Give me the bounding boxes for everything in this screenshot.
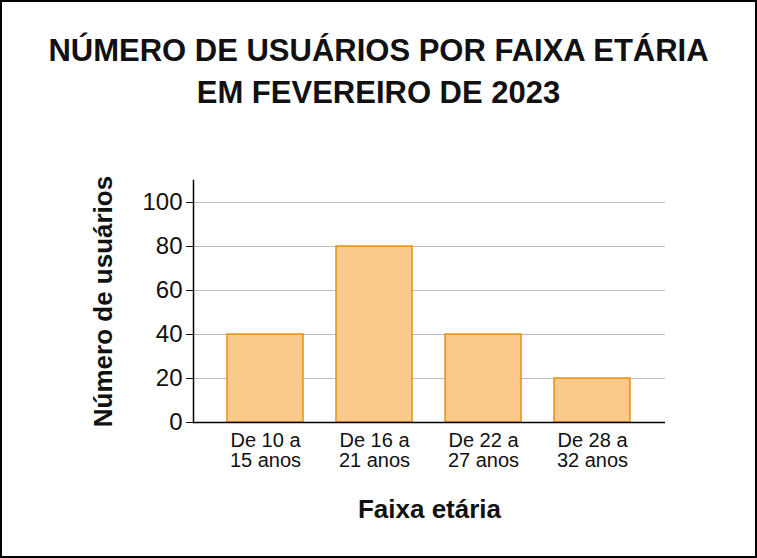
svg-text:De 16 a21 anos: De 16 a21 anos	[339, 429, 410, 471]
svg-text:De 22 a27 anos: De 22 a27 anos	[448, 429, 519, 471]
svg-text:De 28 a32 anos: De 28 a32 anos	[557, 429, 628, 471]
svg-text:100: 100	[142, 188, 182, 215]
svg-text:Número de usuários: Número de usuários	[88, 176, 118, 427]
svg-text:80: 80	[156, 232, 183, 259]
svg-text:De 10 a15 anos: De 10 a15 anos	[230, 429, 301, 471]
svg-text:40: 40	[156, 320, 183, 347]
svg-text:Faixa etária: Faixa etária	[358, 494, 502, 524]
svg-text:20: 20	[156, 364, 183, 391]
svg-text:0: 0	[169, 408, 182, 435]
html-text:NÚMERO DE USUÁRIOS POR FAIXA E: NÚMERO DE USUÁRIOS POR FAIXA ETÁRIA EM F…	[48, 33, 709, 110]
svg-text:60: 60	[156, 276, 183, 303]
